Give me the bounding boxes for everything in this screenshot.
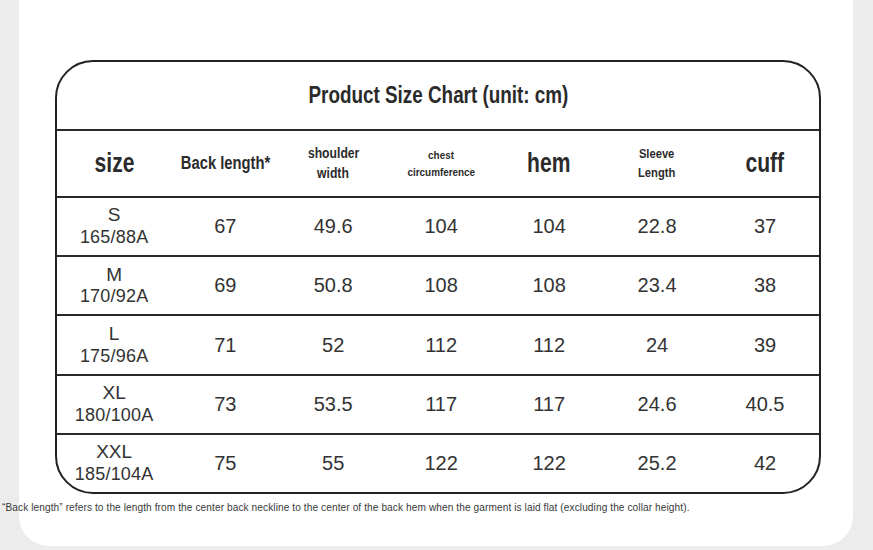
table-row-l: L 175/96A 71 52 112 112 24 39 bbox=[57, 316, 819, 375]
value-cell-sleeve: 23.4 bbox=[603, 257, 711, 314]
page-background: Product Size Chart (unit: cm) size Back … bbox=[0, 0, 873, 550]
size-cell: L 175/96A bbox=[57, 316, 171, 373]
table-header-row: size Back length* shoulder width chest c… bbox=[57, 131, 819, 198]
size-code: 165/88A bbox=[80, 227, 148, 249]
size-code: 185/104A bbox=[75, 464, 154, 486]
size-chart-table: Product Size Chart (unit: cm) size Back … bbox=[55, 60, 821, 494]
size-code: 175/96A bbox=[80, 346, 148, 368]
value-cell-shoulder-width: 55 bbox=[279, 435, 387, 492]
value-cell-back-length: 73 bbox=[171, 376, 279, 433]
value-cell-back-length: 71 bbox=[171, 316, 279, 373]
header-label-sleeve: Sleeve bbox=[639, 145, 674, 163]
value-cell-hem: 108 bbox=[495, 257, 603, 314]
value-cell-chest: 122 bbox=[387, 435, 495, 492]
header-cell-sleeve-length: Sleeve Length bbox=[603, 131, 711, 196]
header-cell-hem: hem bbox=[495, 131, 603, 196]
value-cell-shoulder-width: 53.5 bbox=[279, 376, 387, 433]
value-cell-hem: 122 bbox=[495, 435, 603, 492]
header-label-cuff: cuff bbox=[746, 148, 785, 179]
content-card: Product Size Chart (unit: cm) size Back … bbox=[19, 0, 853, 546]
header-label-circumference: circumference bbox=[407, 164, 475, 180]
size-label: L bbox=[109, 323, 120, 346]
chart-title: Product Size Chart (unit: cm) bbox=[308, 82, 568, 109]
value-cell-sleeve: 24 bbox=[603, 316, 711, 373]
size-code: 170/92A bbox=[80, 286, 148, 308]
header-label-shoulder: shoulder bbox=[308, 144, 359, 164]
size-label: S bbox=[108, 204, 121, 227]
size-code: 180/100A bbox=[75, 405, 154, 427]
value-cell-shoulder-width: 52 bbox=[279, 316, 387, 373]
value-cell-sleeve: 25.2 bbox=[603, 435, 711, 492]
value-cell-shoulder-width: 50.8 bbox=[279, 257, 387, 314]
size-label: M bbox=[106, 264, 122, 287]
header-label-width: width bbox=[317, 164, 349, 184]
value-cell-chest: 108 bbox=[387, 257, 495, 314]
size-cell: S 165/88A bbox=[57, 198, 171, 255]
chart-title-row: Product Size Chart (unit: cm) bbox=[57, 62, 819, 131]
value-cell-cuff: 38 bbox=[711, 257, 819, 314]
header-cell-cuff: cuff bbox=[711, 131, 819, 196]
value-cell-hem: 112 bbox=[495, 316, 603, 373]
value-cell-chest: 112 bbox=[387, 316, 495, 373]
header-cell-back-length: Back length* bbox=[171, 131, 279, 196]
value-cell-cuff: 42 bbox=[711, 435, 819, 492]
header-label-hem: hem bbox=[527, 148, 570, 179]
header-cell-size: size bbox=[57, 131, 171, 196]
header-label-length: Length bbox=[638, 164, 675, 182]
value-cell-chest: 104 bbox=[387, 198, 495, 255]
header-label-size: size bbox=[94, 148, 134, 179]
value-cell-cuff: 39 bbox=[711, 316, 819, 373]
size-cell: XL 180/100A bbox=[57, 376, 171, 433]
value-cell-back-length: 67 bbox=[171, 198, 279, 255]
value-cell-shoulder-width: 49.6 bbox=[279, 198, 387, 255]
value-cell-cuff: 40.5 bbox=[711, 376, 819, 433]
value-cell-chest: 117 bbox=[387, 376, 495, 433]
size-label: XL bbox=[103, 382, 126, 405]
table-row-xxl: XXL 185/104A 75 55 122 122 25.2 42 bbox=[57, 435, 819, 492]
value-cell-sleeve: 22.8 bbox=[603, 198, 711, 255]
value-cell-sleeve: 24.6 bbox=[603, 376, 711, 433]
value-cell-hem: 117 bbox=[495, 376, 603, 433]
table-row-xl: XL 180/100A 73 53.5 117 117 24.6 40.5 bbox=[57, 376, 819, 435]
footnote: “Back length” refers to the length from … bbox=[2, 501, 690, 513]
value-cell-hem: 104 bbox=[495, 198, 603, 255]
table-row-s: S 165/88A 67 49.6 104 104 22.8 37 bbox=[57, 198, 819, 257]
table-row-m: M 170/92A 69 50.8 108 108 23.4 38 bbox=[57, 257, 819, 316]
header-label-chest: chest bbox=[428, 147, 454, 163]
value-cell-back-length: 69 bbox=[171, 257, 279, 314]
value-cell-cuff: 37 bbox=[711, 198, 819, 255]
table-body: S 165/88A 67 49.6 104 104 22.8 37 M 170/… bbox=[57, 198, 819, 492]
size-label: XXL bbox=[96, 441, 132, 464]
header-cell-chest-circumference: chest circumference bbox=[387, 131, 495, 196]
header-cell-shoulder-width: shoulder width bbox=[279, 131, 387, 196]
size-cell: XXL 185/104A bbox=[57, 435, 171, 492]
header-label-back-length: Back length* bbox=[181, 153, 270, 174]
value-cell-back-length: 75 bbox=[171, 435, 279, 492]
size-cell: M 170/92A bbox=[57, 257, 171, 314]
